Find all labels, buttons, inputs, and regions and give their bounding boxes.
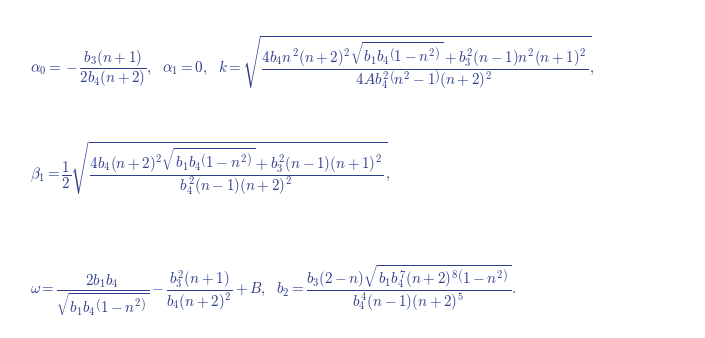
Text: $\alpha_0 = -\dfrac{b_3(n+1)}{2b_4(n+2)},\ \ \alpha_1 = 0,\ \ k = \sqrt{\dfrac{4: $\alpha_0 = -\dfrac{b_3(n+1)}{2b_4(n+2)}… [30,35,595,92]
Text: $\beta_1 = \dfrac{1}{2}\sqrt{\dfrac{4b_4(n+2)^2\sqrt{b_1 b_4\left(1-n^2\right)}+: $\beta_1 = \dfrac{1}{2}\sqrt{\dfrac{4b_4… [30,141,391,197]
Text: $\omega = \dfrac{2b_1 b_4}{\sqrt{b_1 b_4\left(1-n^2\right)}} - \dfrac{b_3^2(n+1): $\omega = \dfrac{2b_1 b_4}{\sqrt{b_1 b_4… [30,264,517,318]
